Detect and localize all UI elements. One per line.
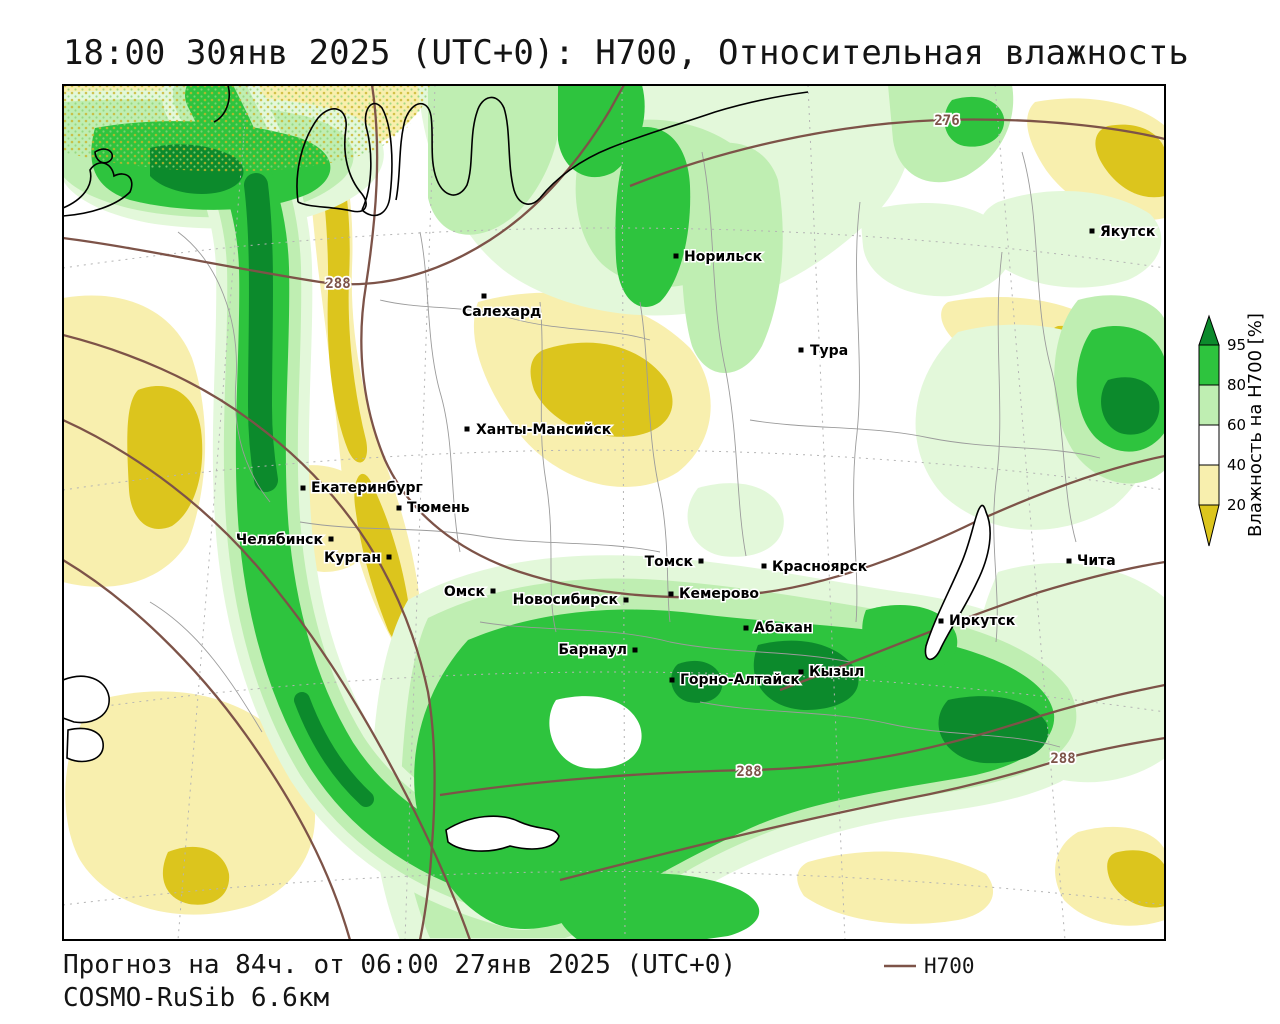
city-label: Тюмень bbox=[407, 500, 470, 516]
city-dot bbox=[481, 293, 487, 299]
colorbar-tick-label: 20 bbox=[1227, 496, 1246, 514]
city-marker: Абакан bbox=[743, 619, 814, 638]
city-marker: Тюмень bbox=[396, 499, 471, 518]
contour-value-label: 276 bbox=[934, 113, 959, 129]
city-label: Иркутск bbox=[949, 613, 1016, 629]
city-label: Тура bbox=[810, 343, 848, 359]
city-marker: Омск bbox=[442, 583, 496, 602]
city-marker: Якутск bbox=[1089, 223, 1157, 242]
city-marker: Курган bbox=[322, 549, 392, 568]
city-label: Ханты-Мансийск bbox=[476, 422, 612, 438]
city-label: Новосибирск bbox=[513, 592, 619, 608]
city-label: Якутск bbox=[1100, 224, 1156, 240]
city-marker: Новосибирск bbox=[511, 591, 629, 610]
city-dot bbox=[798, 347, 804, 353]
map-frame bbox=[62, 84, 1166, 941]
city-label: Барнаул bbox=[558, 642, 627, 658]
city-dot bbox=[396, 505, 402, 511]
city-dot bbox=[490, 588, 496, 594]
city-marker: Красноярск bbox=[761, 558, 869, 577]
colorbar-band bbox=[1198, 344, 1220, 386]
contour-labels: 276 288 288 288 bbox=[324, 111, 1078, 782]
city-marker: Иркутск bbox=[938, 612, 1017, 631]
dry-pocket bbox=[549, 696, 642, 769]
colorbar-tick-label: 40 bbox=[1227, 456, 1246, 474]
city-dot bbox=[698, 558, 704, 564]
city-label: Кызыл bbox=[809, 664, 864, 680]
colorbar-tick-label: 80 bbox=[1227, 376, 1246, 394]
map-canvas: 276 288 288 288 Якутск Норильск Салехард Тура Х… bbox=[63, 85, 1165, 940]
colorbar-tick-label: 60 bbox=[1227, 416, 1246, 434]
model-info-line: COSMO-RuSib 6.6км bbox=[63, 983, 329, 1013]
city-dot bbox=[464, 426, 470, 432]
city-marker: Горно-Алтайск bbox=[669, 671, 802, 690]
city-dot bbox=[1089, 228, 1095, 234]
city-dot bbox=[743, 625, 749, 631]
colorbar-band bbox=[1198, 384, 1220, 426]
city-marker: Ханты-Мансийск bbox=[464, 421, 613, 440]
city-dot bbox=[386, 554, 392, 560]
page-title: 18:00 30янв 2025 (UTC+0): H700, Относите… bbox=[63, 33, 1189, 73]
colorbar: 95 80 60 40 20 bbox=[1198, 314, 1246, 547]
city-label: Чита bbox=[1077, 553, 1116, 569]
region-boundaries bbox=[149, 151, 1101, 748]
city-label: Абакан bbox=[754, 620, 813, 636]
city-label: Екатеринбург bbox=[311, 480, 423, 496]
city-dot bbox=[668, 591, 674, 597]
city-marker: Кемерово bbox=[668, 585, 761, 604]
city-label: Челябинск bbox=[236, 532, 324, 548]
city-dot bbox=[632, 647, 638, 653]
colorbar-axis-label: Влажность на H700 [%] bbox=[1245, 313, 1266, 537]
city-dot bbox=[669, 677, 675, 683]
city-marker: Барнаул bbox=[557, 641, 638, 660]
legend-contour-label: H700 bbox=[924, 954, 975, 978]
colorbar-arrow-top bbox=[1198, 314, 1220, 346]
colorbar-arrow-bottom bbox=[1198, 504, 1220, 547]
city-dot bbox=[673, 253, 679, 259]
city-label: Красноярск bbox=[772, 559, 868, 575]
city-marker: Екатеринбург bbox=[300, 479, 424, 498]
cities: Якутск Норильск Салехард Тура Ханты-Мансийск… bbox=[234, 223, 1157, 690]
colorbar-band bbox=[1198, 464, 1220, 506]
city-marker: Норильск bbox=[673, 248, 764, 267]
city-marker: Томск bbox=[643, 553, 704, 572]
city-dot bbox=[300, 485, 306, 491]
city-label: Кемерово bbox=[679, 586, 759, 602]
city-label: Курган bbox=[324, 550, 381, 566]
city-label: Салехард bbox=[462, 304, 541, 320]
city-marker: Челябинск bbox=[234, 531, 334, 550]
city-marker: Тура bbox=[798, 342, 850, 361]
city-marker: Салехард bbox=[461, 293, 543, 322]
city-dot bbox=[761, 563, 767, 569]
colorbar-tick-label: 95 bbox=[1227, 336, 1246, 354]
city-label: Омск bbox=[444, 584, 486, 600]
city-marker: Чита bbox=[1066, 552, 1117, 571]
city-marker: Кызыл bbox=[798, 663, 866, 682]
forecast-info-line: Прогноз на 84ч. от 06:00 27янв 2025 (UTC… bbox=[63, 950, 736, 980]
city-label: Норильск bbox=[684, 249, 763, 265]
contour-value-label: 288 bbox=[1050, 751, 1075, 767]
city-label: Горно-Алтайск bbox=[680, 672, 800, 688]
city-dot bbox=[623, 597, 629, 603]
contour-value-label: 288 bbox=[325, 276, 350, 292]
city-dot bbox=[798, 669, 804, 675]
city-dot bbox=[1066, 558, 1072, 564]
boundary-stipple bbox=[63, 85, 430, 172]
city-label: Томск bbox=[645, 554, 694, 570]
city-dot bbox=[328, 536, 334, 542]
contour-value-label: 288 bbox=[736, 764, 761, 780]
colorbar-band bbox=[1198, 424, 1220, 466]
city-dot bbox=[938, 618, 944, 624]
